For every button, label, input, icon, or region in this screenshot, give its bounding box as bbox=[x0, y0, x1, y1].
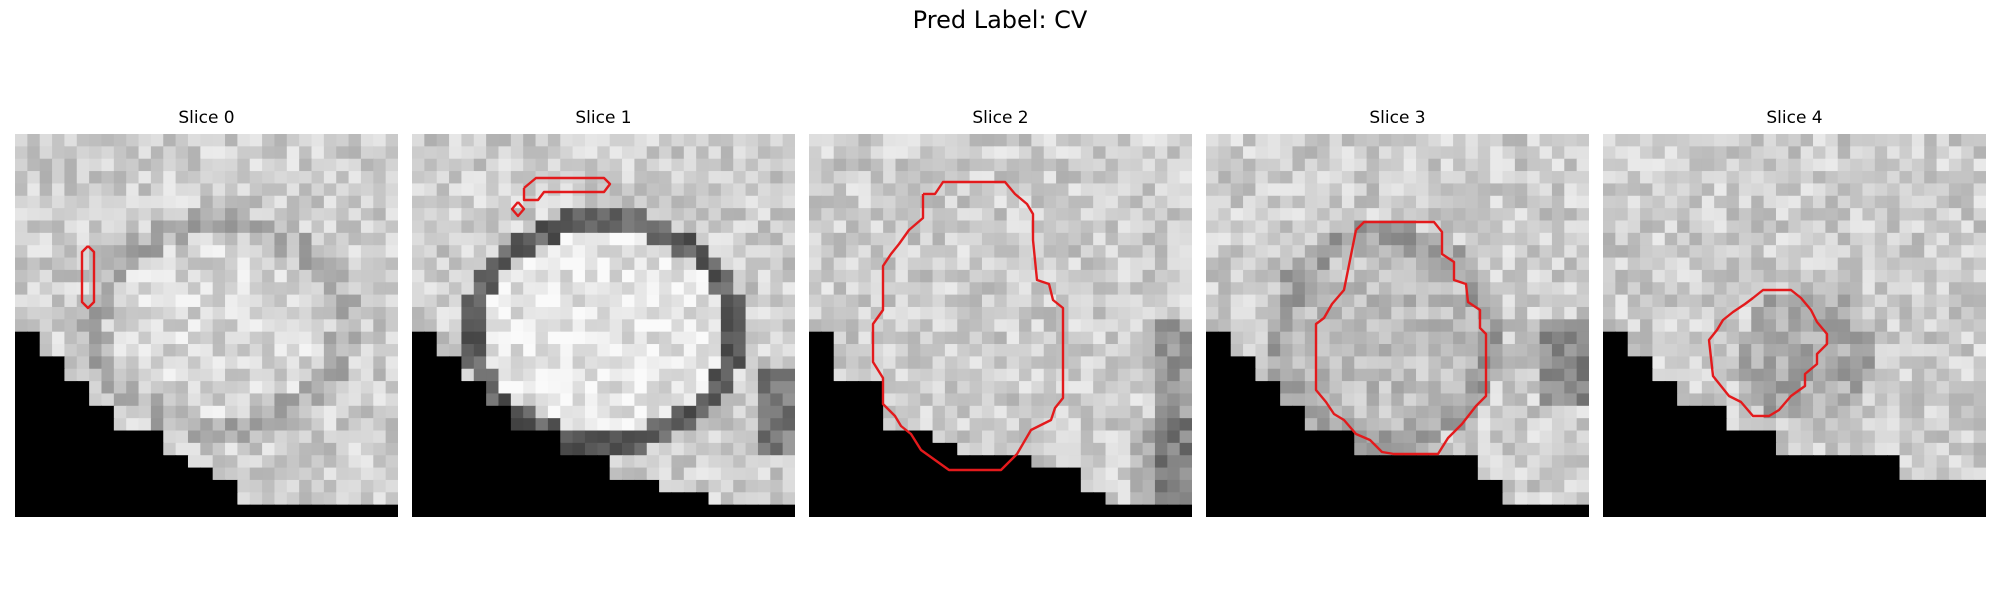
slice-3-contour-0 bbox=[1314, 220, 1488, 456]
slice-1-contour-0 bbox=[522, 176, 612, 202]
slice-3-image bbox=[1206, 134, 1589, 517]
slice-2-pixels bbox=[809, 134, 1192, 517]
slice-0-contour-0 bbox=[80, 245, 96, 310]
slice-4-title: Slice 4 bbox=[1766, 108, 1823, 128]
slice-1-title: Slice 1 bbox=[575, 108, 632, 128]
slice-2-title: Slice 2 bbox=[972, 108, 1029, 128]
slice-0-pixels bbox=[15, 134, 398, 517]
slice-4-contour-0 bbox=[1707, 288, 1829, 418]
slice-3-pixels bbox=[1206, 134, 1589, 517]
slice-3-panel bbox=[1206, 134, 1589, 517]
slice-1-contour-1 bbox=[510, 201, 526, 218]
slice-4-pixels bbox=[1603, 134, 1986, 517]
slice-1-panel bbox=[412, 134, 795, 517]
slice-4-image bbox=[1603, 134, 1986, 517]
slice-2-image bbox=[809, 134, 1192, 517]
slice-2-contour-0 bbox=[871, 180, 1065, 472]
slice-0-panel bbox=[15, 134, 398, 517]
figure-title: Pred Label: CV bbox=[912, 6, 1088, 34]
slice-1-image bbox=[412, 134, 795, 517]
slice-2-panel bbox=[809, 134, 1192, 517]
slice-0-image bbox=[15, 134, 398, 517]
slice-4-panel bbox=[1603, 134, 1986, 517]
slice-0-title: Slice 0 bbox=[178, 108, 235, 128]
slice-3-title: Slice 3 bbox=[1369, 108, 1426, 128]
